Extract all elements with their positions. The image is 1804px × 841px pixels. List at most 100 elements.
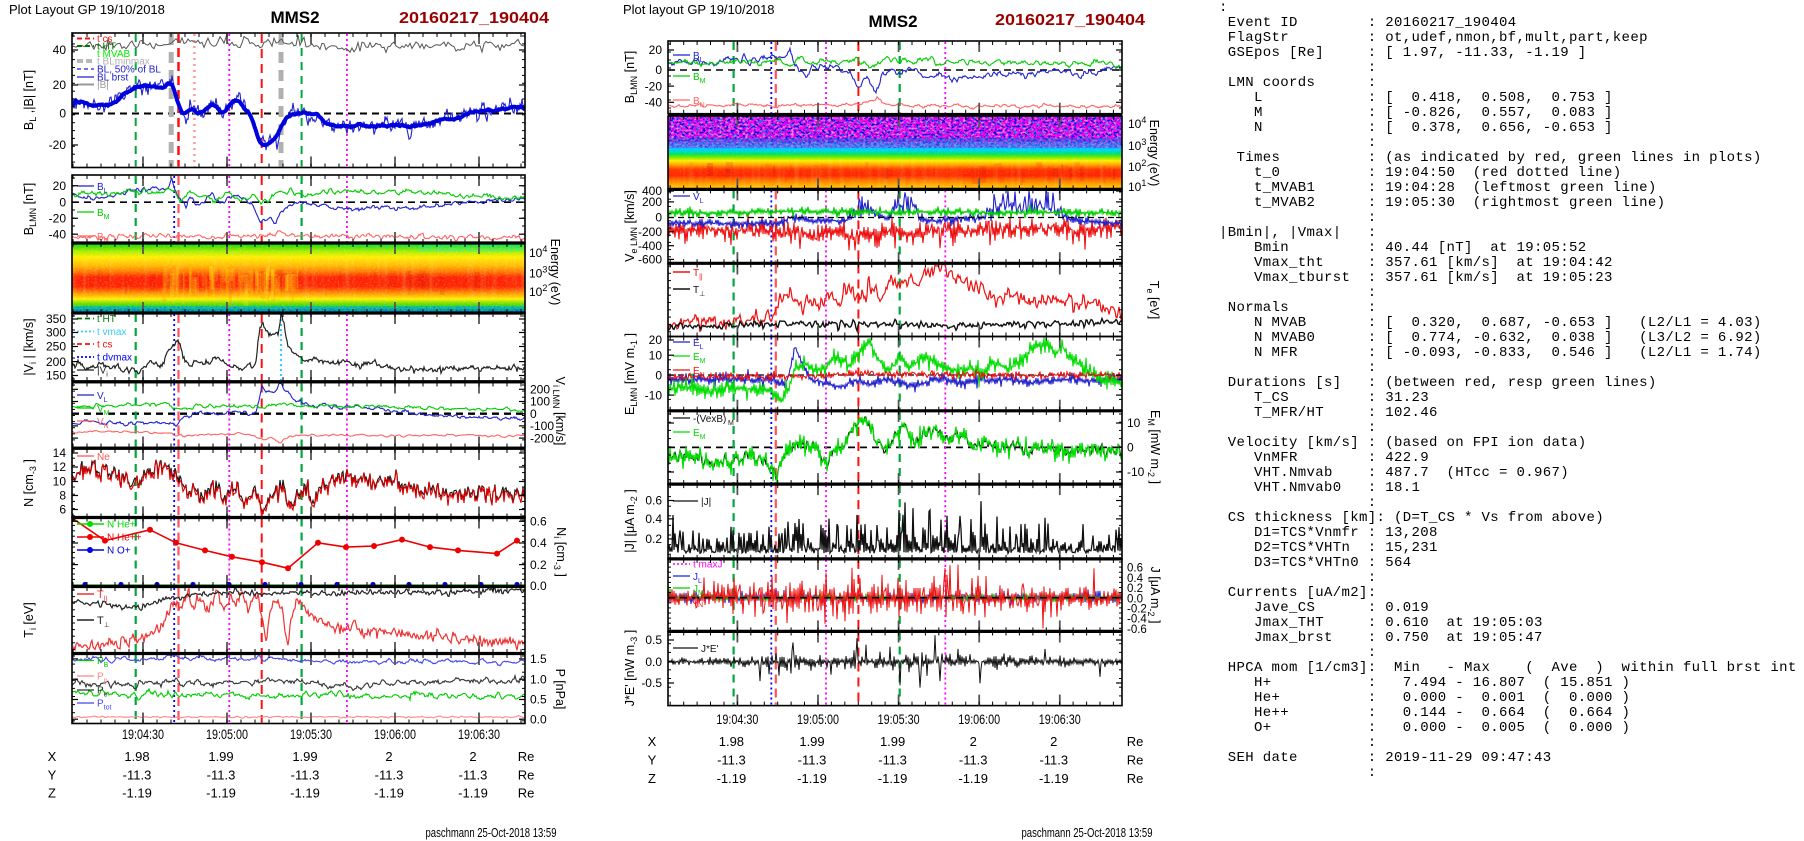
svg-text:Z: Z — [48, 786, 56, 801]
svg-text:-1.19: -1.19 — [122, 786, 152, 801]
svg-text:X: X — [48, 749, 57, 764]
svg-text:Y: Y — [648, 752, 657, 767]
svg-text:0.5: 0.5 — [645, 633, 662, 647]
svg-text:100: 100 — [530, 395, 550, 409]
svg-text:-11.3: -11.3 — [798, 752, 827, 767]
svg-text:104: 104 — [529, 244, 547, 260]
svg-text:300: 300 — [46, 326, 66, 340]
svg-text:Plot layout GP 19/10/2018: Plot layout GP 19/10/2018 — [623, 2, 775, 17]
svg-text:-20: -20 — [49, 138, 67, 152]
svg-text:19:06:30: 19:06:30 — [458, 727, 500, 742]
svg-text:N O+: N O+ — [107, 546, 131, 557]
svg-text:JM: JM — [693, 584, 704, 597]
svg-text:ELMN [mV m-1 ]: ELMN [mV m-1 ] — [623, 333, 639, 415]
svg-text:Re: Re — [518, 767, 535, 782]
svg-text:-11.3: -11.3 — [959, 752, 988, 767]
svg-text:0: 0 — [655, 63, 662, 77]
svg-text:400: 400 — [642, 184, 662, 198]
svg-text:EM [mW m-2 ]: EM [mW m-2 ] — [1146, 410, 1162, 484]
svg-text:Vi LMN [km/s]: Vi LMN [km/s] — [551, 377, 567, 446]
svg-text:BM: BM — [693, 72, 706, 85]
svg-text:Te [eV]: Te [eV] — [1145, 281, 1161, 319]
svg-text:Ptot: Ptot — [97, 699, 112, 712]
svg-text:1.99: 1.99 — [208, 749, 233, 764]
svg-text:103: 103 — [529, 265, 547, 281]
svg-text:|B|: |B| — [97, 80, 109, 91]
svg-text:2: 2 — [970, 734, 977, 749]
svg-text:12: 12 — [53, 460, 67, 474]
svg-text:-1.19: -1.19 — [1039, 771, 1069, 786]
svg-text:EL: EL — [693, 338, 704, 351]
svg-text:Ve LMN [km/s]: Ve LMN [km/s] — [623, 190, 639, 262]
svg-text:J*E': J*E' — [701, 644, 719, 655]
svg-text:-0.2: -0.2 — [1127, 604, 1147, 616]
svg-text:Z: Z — [648, 771, 656, 786]
svg-text:BL, 50% of BL: BL, 50% of BL — [97, 65, 161, 76]
svg-text:2: 2 — [385, 749, 392, 764]
svg-text:BN: BN — [693, 96, 705, 109]
svg-text:T⊥: T⊥ — [97, 615, 110, 629]
svg-text:|Vi: |Vi — [97, 366, 108, 379]
svg-text:0.6: 0.6 — [1127, 563, 1143, 575]
svg-text:Energy (eV): Energy (eV) — [1147, 120, 1161, 187]
svg-text:1.5: 1.5 — [530, 652, 547, 666]
svg-text:200: 200 — [530, 383, 550, 397]
svg-text:t maxJ: t maxJ — [693, 560, 722, 571]
svg-text:0.6: 0.6 — [530, 515, 547, 529]
svg-text:Re: Re — [518, 786, 535, 801]
svg-text:-11.3: -11.3 — [375, 767, 404, 782]
svg-text:-1.19: -1.19 — [958, 771, 988, 786]
svg-text:19:05:30: 19:05:30 — [290, 727, 332, 742]
svg-text:2: 2 — [1050, 734, 1057, 749]
svg-text:-1.19: -1.19 — [878, 771, 908, 786]
svg-text:20: 20 — [53, 179, 67, 193]
svg-text:t cs: t cs — [97, 340, 113, 351]
svg-text:BL brst: BL brst — [97, 73, 129, 84]
svg-text:-1.19: -1.19 — [717, 771, 747, 786]
svg-text:0.4: 0.4 — [530, 536, 547, 550]
svg-text:0.2: 0.2 — [645, 532, 662, 546]
svg-text:t HT: t HT — [97, 314, 116, 325]
svg-text:-200: -200 — [638, 225, 662, 239]
svg-text:19:06:00: 19:06:00 — [958, 712, 1000, 727]
svg-text:paschmann 25-Oct-2018 13:59: paschmann 25-Oct-2018 13:59 — [426, 826, 557, 840]
svg-text:103: 103 — [1128, 137, 1146, 153]
svg-text:-20: -20 — [645, 79, 663, 93]
svg-text:Pe: Pe — [97, 686, 108, 699]
svg-text:-400: -400 — [638, 239, 662, 253]
svg-text:T⊥: T⊥ — [693, 285, 705, 298]
svg-text:0.2: 0.2 — [1127, 583, 1143, 595]
svg-text:-11.3: -11.3 — [123, 767, 152, 782]
svg-text:X: X — [648, 734, 657, 749]
svg-text:J [μA m-2 ]: J [μA m-2 ] — [1146, 567, 1162, 624]
svg-text:-1.19: -1.19 — [290, 786, 320, 801]
svg-text:-11.3: -11.3 — [717, 752, 746, 767]
svg-text:BLMN [nT]: BLMN [nT] — [623, 51, 639, 103]
svg-text:101: 101 — [1128, 178, 1146, 194]
svg-text:1.99: 1.99 — [880, 734, 905, 749]
svg-text:BL: BL — [693, 51, 704, 64]
svg-text:1.99: 1.99 — [292, 749, 317, 764]
svg-text:19:04:30: 19:04:30 — [716, 712, 758, 727]
svg-text:M: M — [728, 420, 734, 427]
svg-text:Pp: Pp — [97, 672, 108, 685]
svg-text:-11.3: -11.3 — [207, 767, 236, 782]
svg-text:t dvmax: t dvmax — [97, 353, 132, 364]
svg-text:102: 102 — [1128, 158, 1146, 174]
svg-text:19:05:30: 19:05:30 — [878, 712, 920, 727]
svg-text:|Vi | [km/s]: |Vi | [km/s] — [22, 318, 38, 375]
svg-text:-0.5: -0.5 — [641, 676, 662, 690]
svg-text:MMS2: MMS2 — [270, 8, 319, 27]
svg-text:-1.19: -1.19 — [458, 786, 488, 801]
svg-text:-1.19: -1.19 — [206, 786, 236, 801]
svg-text:-20: -20 — [49, 212, 67, 226]
svg-text:J*E' [nW m-3 ]: J*E' [nW m-3 ] — [623, 630, 639, 706]
svg-text:VM: VM — [97, 404, 110, 417]
svg-text:Re: Re — [1127, 734, 1144, 749]
svg-text:0.0: 0.0 — [1127, 593, 1143, 605]
svg-text:paschmann 25-Oct-2018 13:59: paschmann 25-Oct-2018 13:59 — [1022, 826, 1153, 840]
svg-text:0: 0 — [59, 107, 66, 121]
svg-text:-1.19: -1.19 — [374, 786, 404, 801]
svg-text:N [cm-3 ]: N [cm-3 ] — [22, 459, 38, 507]
svg-text:40: 40 — [53, 43, 67, 57]
